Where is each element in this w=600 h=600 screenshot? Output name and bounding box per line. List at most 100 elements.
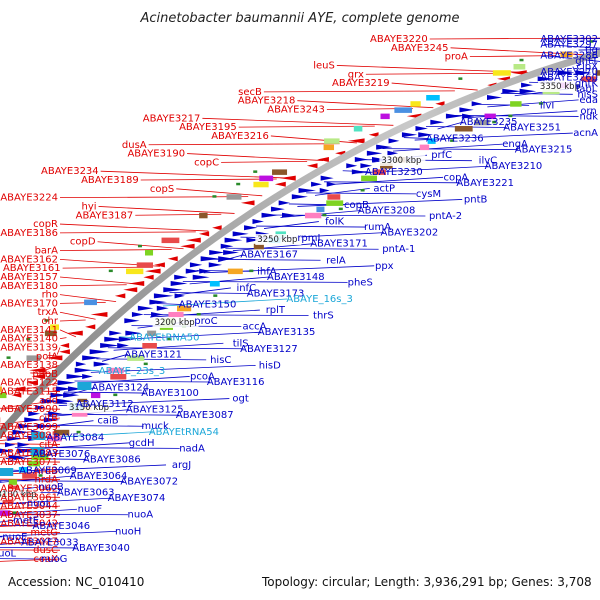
forward-gene-arrow: [246, 237, 260, 243]
leader-line: [0, 519, 14, 523]
leader-line: [59, 311, 96, 320]
gene-label: nuoE: [2, 532, 27, 543]
gene-label: ABAYE3046: [33, 521, 91, 532]
forward-gene-arrow: [63, 392, 80, 398]
reverse-gene-arrow: [180, 243, 195, 249]
leader-line: [225, 247, 379, 250]
gene-label: ABAYE3162: [0, 254, 58, 265]
gene-label: muck: [141, 421, 169, 432]
leader-line: [59, 231, 196, 234]
leader-line: [543, 38, 600, 40]
forward-gene-arrow: [137, 305, 154, 311]
forward-gene-arrow: [372, 157, 387, 162]
gene-label: ABAYE3063: [57, 488, 115, 499]
gene-label: eda: [579, 95, 598, 106]
leader-line: [256, 225, 366, 228]
forward-gene-arrow: [189, 262, 203, 268]
leader-line: [333, 176, 444, 185]
gene-label: nrdB: [35, 466, 59, 477]
gc-skew-tick: [38, 474, 43, 477]
forward-gene-arrow: [124, 318, 140, 324]
gc-skew-tick: [538, 102, 543, 105]
leader-line: [189, 276, 271, 285]
forward-gene-arrow: [75, 361, 87, 367]
reverse-gene-arrow: [123, 287, 138, 293]
cog-category-box: [324, 138, 340, 144]
forward-gene-arrow: [118, 336, 135, 342]
gene-label: ABAYE3230: [365, 167, 423, 178]
cog-category-box: [394, 107, 413, 113]
forward-gene-arrow: [220, 243, 234, 249]
cog-category-box: [361, 175, 378, 182]
gene-label: copR: [33, 219, 58, 230]
cog-category-box: [473, 119, 490, 126]
gene-label: ABAYE3260: [540, 73, 598, 84]
gc-skew-tick: [167, 337, 172, 341]
cog-category-box: [410, 101, 421, 107]
gene-label: ABAYE3221: [456, 178, 514, 189]
forward-gene-arrow: [163, 287, 183, 293]
leader-line: [238, 125, 375, 128]
gene-label: ABAYE3235: [460, 117, 518, 128]
kbp-tick-label: 3100 kbp: [0, 490, 37, 500]
cog-category-box: [177, 305, 192, 312]
gene-label: gntT: [575, 56, 599, 67]
kbp-label-bg: [537, 81, 584, 92]
cog-category-box: [2, 498, 14, 504]
forward-gene-arrow: [41, 398, 60, 404]
kbp-label-bg: [66, 402, 113, 413]
gene-label: ABAYE3044: [0, 501, 58, 512]
leader-line: [98, 206, 235, 214]
leader-line: [500, 92, 573, 95]
reverse-gene-arrow: [510, 70, 527, 76]
gene-label: ABAYE3042: [0, 519, 58, 530]
reverse-gene-arrow: [128, 281, 145, 286]
gene-label: ABAYE3037: [0, 510, 58, 521]
gene-label: orn: [580, 106, 596, 117]
forward-gene-arrow: [388, 138, 400, 144]
rna-feature-box: [31, 432, 46, 440]
reverse-gene-arrow: [274, 181, 286, 187]
leader-line: [0, 558, 61, 562]
forward-gene-arrow: [351, 169, 365, 175]
gene-label: ABAYE3243: [267, 105, 325, 116]
forward-gene-arrow: [459, 107, 474, 113]
gene-label: add: [39, 395, 58, 406]
gene-label: ABAYE3190: [127, 149, 185, 160]
gene-label: ABAYE3087: [176, 410, 234, 421]
forward-gene-arrow: [66, 374, 86, 379]
gc-skew-tick: [492, 120, 497, 124]
cog-category-box: [209, 281, 220, 287]
cog-category-box: [323, 144, 335, 151]
forward-gene-arrow: [17, 442, 30, 448]
leader-line: [140, 178, 277, 181]
kbp-label-bg: [152, 317, 199, 328]
forward-gene-arrow: [224, 237, 243, 243]
cog-category-box: [316, 206, 325, 213]
gene-label: ABAYE3195: [179, 122, 237, 133]
forward-gene-arrow: [117, 343, 130, 348]
cog-category-box: [71, 411, 88, 417]
gene-label: citB: [39, 413, 58, 424]
gene-label: ABAYE3083: [0, 448, 58, 459]
forward-gene-arrow: [185, 268, 201, 274]
leader-line: [382, 148, 519, 151]
gene-label: tig: [585, 45, 598, 56]
leader-line: [150, 309, 260, 318]
leader-line: [392, 143, 503, 152]
leader-line: [0, 497, 112, 505]
gene-label: caiB: [97, 416, 118, 427]
forward-gene-arrow: [218, 256, 235, 262]
forward-gene-arrow: [156, 305, 169, 311]
forward-gene-arrow: [67, 386, 82, 392]
leader-line: [263, 221, 319, 229]
gene-label: ABAYE3127: [240, 344, 298, 355]
gene-label: nuoF: [78, 504, 103, 515]
leader-line: [59, 196, 249, 199]
gene-label: ABAYE3170: [0, 298, 58, 309]
gc-skew-tick: [249, 269, 254, 273]
forward-gene-arrow: [360, 163, 373, 169]
forward-gene-arrow: [281, 212, 297, 218]
